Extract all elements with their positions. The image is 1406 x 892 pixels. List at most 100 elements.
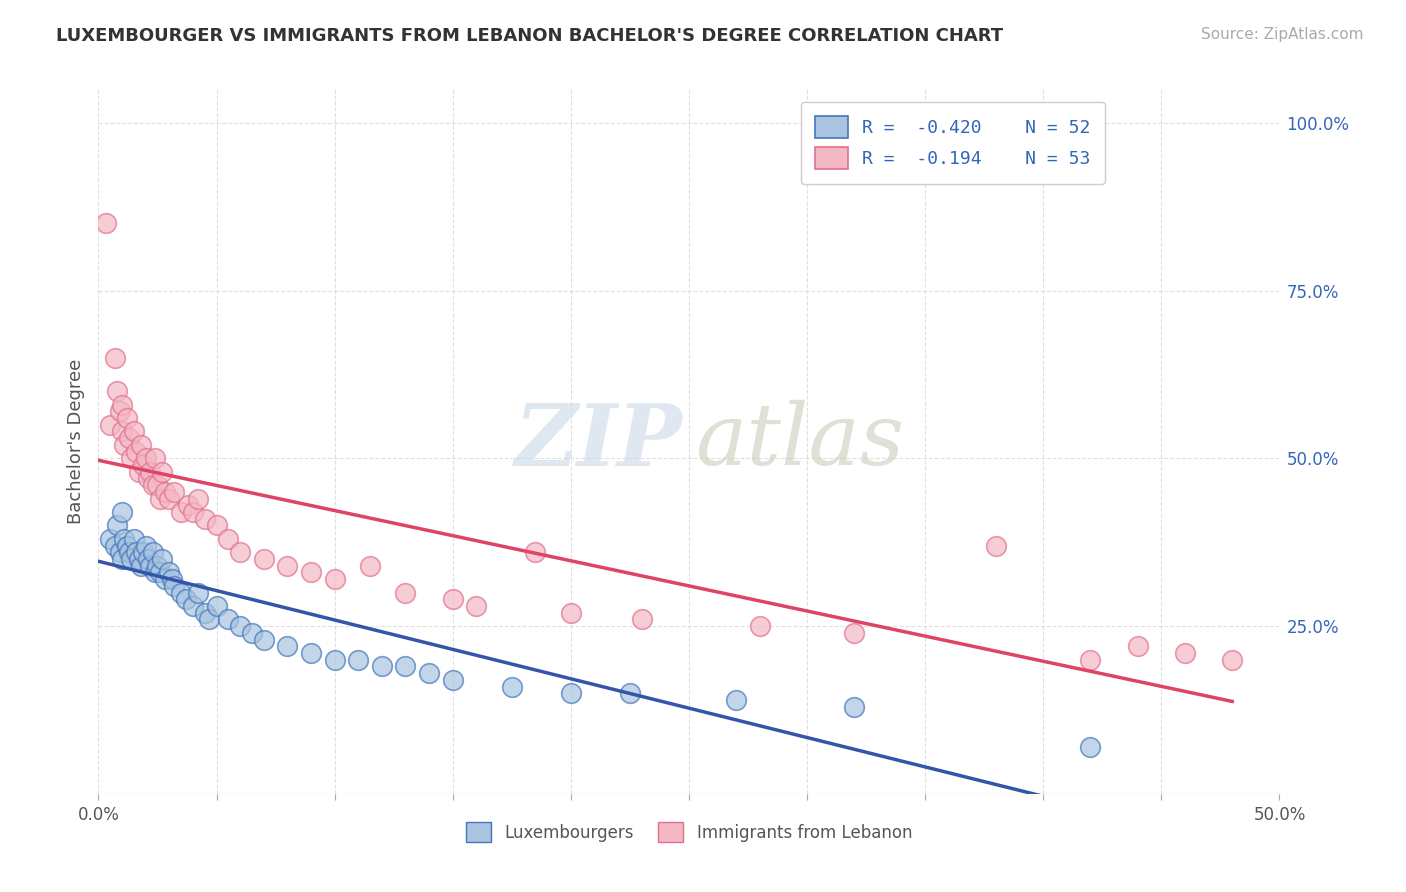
Point [153,484,176,499]
Point [111,552,134,566]
Point [174,592,197,607]
Point [157,491,180,506]
Point [125,545,148,559]
Point [111,425,134,439]
Point [132,545,155,559]
Point [748,619,770,633]
Point [135,451,157,466]
Point [844,625,866,640]
Text: ZIP: ZIP [515,400,683,483]
Point [149,566,172,580]
Point [112,532,135,546]
Y-axis label: Bachelor's Degree: Bachelor's Degree [66,359,84,524]
Point [121,451,143,466]
Point [1126,639,1149,653]
Point [150,465,173,479]
Point [143,566,166,580]
Point [150,552,173,566]
Point [323,653,346,667]
Point [177,498,200,512]
Point [441,673,464,687]
Point [125,444,148,458]
Point [111,398,134,412]
Point [129,558,152,573]
Point [163,579,186,593]
Point [560,606,582,620]
Point [299,646,322,660]
Point [142,478,165,492]
Point [136,471,159,485]
Point [94,216,117,230]
Point [108,404,131,418]
Point [157,566,180,580]
Point [194,606,217,620]
Point [136,552,159,566]
Point [128,552,150,566]
Point [98,417,121,432]
Point [394,585,416,599]
Point [129,438,152,452]
Point [181,505,204,519]
Point [118,545,141,559]
Point [205,599,228,613]
Point [139,558,162,573]
Point [187,585,209,599]
Point [276,639,298,653]
Point [104,539,127,553]
Point [187,491,209,506]
Point [143,451,166,466]
Point [149,491,172,506]
Point [253,552,276,566]
Point [465,599,488,613]
Point [115,411,138,425]
Point [135,539,157,553]
Point [1080,739,1102,754]
Point [194,512,217,526]
Point [104,351,127,365]
Point [98,532,121,546]
Point [1220,653,1243,667]
Point [163,484,186,499]
Point [217,532,239,546]
Point [240,625,263,640]
Point [181,599,204,613]
Point [115,539,138,553]
Point [323,572,346,586]
Point [205,518,228,533]
Point [111,505,134,519]
Point [160,572,183,586]
Point [198,612,221,626]
Legend: Luxembourgers, Immigrants from Lebanon: Luxembourgers, Immigrants from Lebanon [458,815,920,849]
Point [229,545,252,559]
Point [153,572,176,586]
Point [984,539,1007,553]
Point [122,532,145,546]
Point [142,545,165,559]
Point [359,558,381,573]
Point [105,384,128,399]
Point [276,558,298,573]
Point [630,612,652,626]
Point [299,566,322,580]
Point [1080,653,1102,667]
Point [170,585,193,599]
Point [394,659,416,673]
Point [253,632,276,647]
Point [229,619,252,633]
Point [217,612,239,626]
Point [108,545,131,559]
Point [347,653,370,667]
Point [118,431,141,445]
Point [619,686,641,700]
Point [121,552,143,566]
Point [844,699,866,714]
Point [371,659,394,673]
Point [139,465,162,479]
Point [128,465,150,479]
Point [132,458,155,472]
Point [418,666,440,681]
Point [122,425,145,439]
Point [170,505,193,519]
Point [112,438,135,452]
Point [146,558,169,573]
